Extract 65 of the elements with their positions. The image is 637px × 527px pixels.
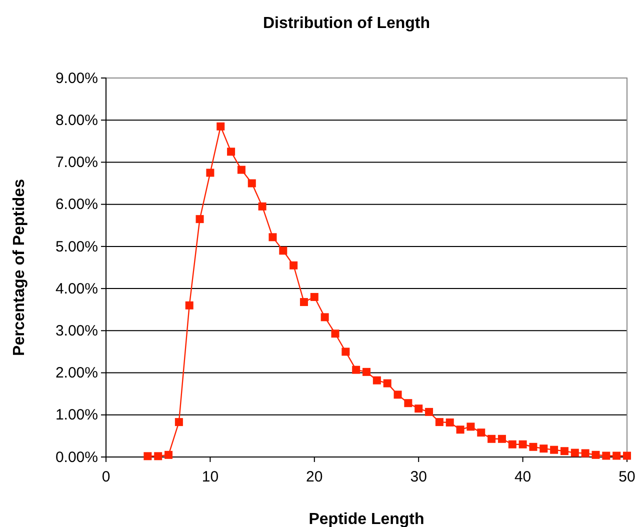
point — [581, 449, 590, 458]
point — [300, 298, 308, 306]
y-tick-label: 1.00% — [55, 406, 98, 424]
point — [570, 448, 579, 457]
x-tick-label: 10 — [202, 468, 219, 486]
point — [466, 422, 475, 431]
y-tick-label: 0.00% — [55, 448, 98, 466]
point — [279, 246, 288, 255]
y-axis-title: Percentage of Peptides — [11, 178, 28, 356]
point — [206, 168, 214, 177]
point — [237, 166, 246, 174]
point — [456, 426, 464, 434]
point — [258, 202, 266, 210]
point — [498, 434, 506, 443]
y-tick-label: 5.00% — [55, 238, 98, 256]
chart-title: Distribution of Length — [262, 15, 430, 32]
point — [342, 348, 350, 356]
y-tick-label: 9.00% — [55, 70, 98, 87]
x-tick-label: 40 — [514, 468, 532, 486]
point — [623, 452, 631, 460]
x-tick-label: 20 — [306, 468, 323, 486]
point — [290, 261, 298, 270]
point — [477, 428, 486, 437]
x-tick-label: 50 — [618, 468, 636, 486]
y-tick-label: 3.00% — [55, 322, 98, 340]
point — [174, 418, 183, 426]
point — [352, 366, 360, 374]
point — [404, 399, 412, 408]
y-tick-label: 2.00% — [55, 364, 98, 382]
point — [164, 450, 173, 459]
point — [540, 444, 548, 453]
point — [414, 404, 423, 413]
point — [425, 408, 434, 416]
point — [248, 179, 256, 188]
point — [227, 148, 236, 156]
point — [508, 440, 516, 448]
point — [518, 440, 527, 448]
y-tick-label: 8.00% — [55, 112, 98, 129]
point — [394, 390, 402, 399]
x-tick-label: 0 — [102, 468, 110, 486]
point — [196, 215, 204, 224]
point — [435, 418, 444, 426]
point — [362, 368, 370, 376]
point — [550, 446, 558, 454]
point — [154, 452, 162, 460]
point — [383, 379, 392, 388]
y-tick-label: 6.00% — [55, 196, 98, 214]
point — [372, 376, 381, 384]
point — [446, 418, 454, 426]
point — [185, 301, 194, 310]
point — [320, 313, 329, 322]
point — [331, 330, 340, 338]
point — [488, 434, 496, 443]
y-tick-label: 7.00% — [55, 154, 98, 172]
point — [592, 450, 600, 459]
point — [529, 442, 538, 451]
point — [612, 452, 621, 460]
x-tick-label: 30 — [410, 468, 427, 486]
point — [310, 292, 318, 301]
point — [268, 233, 277, 242]
point — [560, 447, 568, 456]
point — [602, 452, 610, 460]
point — [216, 122, 225, 130]
point — [144, 452, 152, 460]
y-tick-label: 4.00% — [55, 280, 98, 298]
